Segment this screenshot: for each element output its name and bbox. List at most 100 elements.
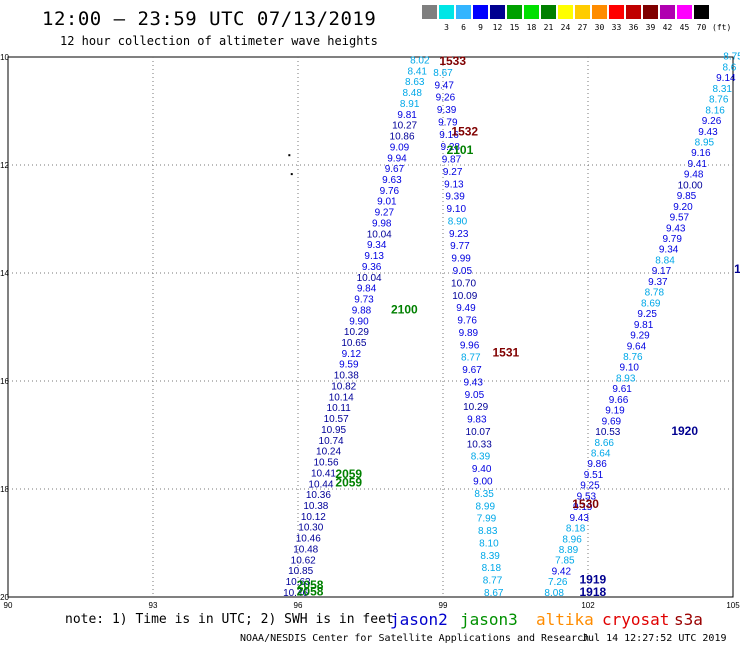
wave-height-value: 9.84 — [357, 284, 377, 295]
wave-height-value: 10.48 — [293, 544, 318, 555]
satellite-name-altika: altika — [536, 610, 594, 629]
wave-height-value: 8.77 — [461, 353, 481, 364]
wave-height-value: 9.94 — [387, 153, 407, 164]
wave-height-value: 9.26 — [702, 116, 722, 127]
wave-height-value: 9.98 — [372, 218, 392, 229]
legend-swatch — [575, 5, 590, 19]
wave-height-value: 9.59 — [339, 360, 359, 371]
wave-height-value: 9.76 — [380, 186, 400, 197]
wave-height-value: 10.33 — [467, 439, 492, 450]
wave-height-value: 9.76 — [457, 316, 477, 327]
wave-height-value: 10.36 — [306, 490, 331, 501]
wave-height-value: 8.89 — [559, 545, 579, 556]
wave-height-value: 9.43 — [666, 223, 686, 234]
wave-height-value: 8.95 — [695, 137, 715, 148]
lon-tick-label: 102 — [581, 601, 595, 610]
wave-height-value: 9.17 — [652, 266, 672, 277]
pass-time-label: 2058 — [297, 578, 324, 592]
wave-height-value: 10.04 — [367, 229, 392, 240]
legend-swatch — [626, 5, 641, 19]
legend-swatch — [456, 5, 471, 19]
wave-height-value: 9.27 — [443, 167, 463, 178]
wave-height-value: 9.10 — [620, 363, 640, 374]
pass-time-label: 2059 — [335, 467, 362, 481]
legend-swatch — [609, 5, 624, 19]
wave-height-value: 9.14 — [716, 73, 736, 84]
legend-swatch-label: 24 — [560, 23, 571, 32]
wave-height-value: 10.09 — [452, 291, 477, 302]
wave-height-value: 10.38 — [303, 501, 328, 512]
wave-height-value: 8.76 — [709, 95, 729, 106]
wave-height-value: 8.77 — [483, 576, 503, 587]
wave-height-value: 9.73 — [354, 295, 374, 306]
lat-tick-label: -10 — [0, 53, 10, 62]
wave-height-value: 9.19 — [605, 406, 625, 417]
legend-swatch-label: 70 — [696, 23, 707, 32]
wave-height-value: 9.86 — [587, 459, 607, 470]
wave-height-value: 8.35 — [474, 489, 494, 500]
wave-height-value: 10.63 — [286, 577, 311, 588]
legend-swatch-label: 12 — [492, 23, 503, 32]
wave-height-value: 10.27 — [392, 121, 417, 132]
wave-height-value: 9.29 — [630, 331, 650, 342]
lon-tick-label: 105 — [726, 601, 740, 610]
wave-height-value: 8.41 — [408, 66, 428, 77]
wave-height-value: 7.85 — [555, 556, 575, 567]
satellite-name-cryosat: cryosat — [602, 610, 670, 629]
map-title: 12:00 — 23:59 UTC 07/13/2019 — [42, 8, 377, 30]
wave-height-value: 9.57 — [670, 213, 690, 224]
lon-tick-label: 90 — [4, 601, 13, 610]
legend-swatch — [439, 5, 454, 19]
wave-height-value: 9.90 — [349, 316, 369, 327]
wave-height-value: 10.11 — [327, 403, 352, 414]
wave-height-value: 9.88 — [352, 305, 372, 316]
wave-height-value: 8.02 — [410, 55, 430, 66]
wave-height-value: 9.83 — [467, 415, 487, 426]
wave-height-value: 9.00 — [473, 476, 493, 487]
wave-height-value: 8.48 — [402, 88, 422, 99]
wave-height-value: 9.43 — [463, 377, 483, 388]
wave-height-value: 10.82 — [331, 381, 356, 392]
legend-swatch-label: 6 — [461, 23, 466, 32]
wave-height-value: 8.93 — [616, 373, 636, 384]
wave-height-value: 9.48 — [684, 170, 704, 181]
legend-swatch — [660, 5, 675, 19]
wave-height-value: 9.39 — [445, 192, 465, 203]
lon-tick-label: 96 — [294, 601, 303, 610]
wave-height-value: 8.39 — [480, 551, 500, 562]
pass-time-label: 1918 — [579, 585, 606, 599]
wave-height-value: 8.96 — [562, 534, 582, 545]
lat-tick-label: -20 — [0, 593, 10, 602]
wave-height-value: 9.12 — [342, 349, 362, 360]
legend-swatch-label: 27 — [577, 23, 588, 32]
wave-height-value: 10.44 — [308, 479, 333, 490]
wave-height-value: 10.70 — [451, 278, 476, 289]
wave-height-value: 9.34 — [659, 245, 679, 256]
lat-tick-label: -12 — [0, 161, 10, 170]
wave-height-value: 8.6 — [722, 62, 736, 73]
wave-height-value: 8.08 — [544, 588, 564, 599]
wave-height-value: 8.63 — [405, 77, 425, 88]
wave-height-value: 8.69 — [641, 298, 661, 309]
wave-height-value: 8.75 — [723, 52, 740, 63]
wave-height-value: 8.16 — [705, 105, 725, 116]
wave-height-value: 9.49 — [456, 303, 476, 314]
wave-height-value: 9.40 — [472, 464, 492, 475]
wave-height-value: 9.67 — [385, 164, 405, 175]
pass-time-label: 1920 — [671, 424, 698, 438]
wave-height-value: 7.99 — [477, 514, 497, 525]
wave-height-value: 7.26 — [548, 577, 568, 588]
wave-height-value: 9.05 — [465, 390, 485, 401]
wave-height-value: 8.83 — [478, 526, 498, 537]
wave-height-value: 9.37 — [648, 277, 668, 288]
wave-height-value: 10.62 — [291, 555, 316, 566]
legend-swatch — [558, 5, 573, 19]
wave-height-value: 9.53 — [577, 491, 597, 502]
generated-timestamp: Jul 14 12:27:52 UTC 2019 — [582, 633, 727, 644]
wave-height-value: 9.96 — [460, 340, 480, 351]
wave-height-value: 9.47 — [434, 80, 454, 91]
pass-time-label: 2101 — [447, 143, 474, 157]
legend-swatch — [507, 5, 522, 19]
lat-tick-label: -16 — [0, 377, 10, 386]
wave-height-value: 10.38 — [334, 371, 359, 382]
